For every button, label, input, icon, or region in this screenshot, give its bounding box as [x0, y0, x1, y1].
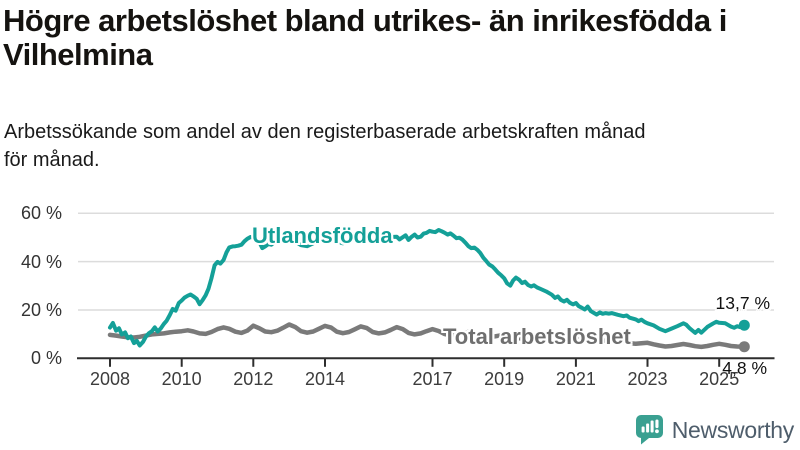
- chart-title-line1: Högre arbetslöshet bland utrikes- än inr…: [3, 3, 727, 38]
- x-axis-tick-label: 2012: [233, 369, 274, 389]
- x-axis-tick-label: 2014: [304, 369, 346, 389]
- line-total-arbetsloshet: [107, 322, 747, 350]
- x-axis-tick-label: 2021: [555, 369, 596, 389]
- end-dot-utlandsfodda: [738, 319, 750, 331]
- logo-bar-medium: [645, 423, 649, 433]
- x-axis-tick-label: 2019: [484, 369, 525, 389]
- chart-title-line2: Vilhelmina: [3, 37, 153, 72]
- end-dot-total-arbetsloshet: [738, 341, 750, 353]
- chart-subtitle-line2: för månad.: [4, 149, 100, 171]
- logo-bar-tall: [650, 420, 654, 433]
- logo-exclamation-bar: [655, 419, 659, 429]
- x-axis-tick-label: 2025: [699, 369, 740, 389]
- chart-title: Högre arbetslöshet bland utrikes- än inr…: [3, 4, 799, 72]
- x-axis-tick-label: 2008: [89, 369, 131, 389]
- newsworthy-logo-text: Newsworthy: [671, 416, 795, 443]
- logo-bar-small: [641, 426, 645, 433]
- y-axis-tick-label: 0 %: [30, 348, 62, 369]
- x-axis-tick-label: 2023: [627, 369, 668, 389]
- y-axis-tick-label: 40 %: [20, 251, 62, 272]
- series-label-utlandsfodda: Utlandsfödda: [252, 223, 393, 248]
- y-axis-tick-label: 60 %: [20, 203, 62, 224]
- series-label-total-arbetsloshet: Total arbetslöshet: [443, 324, 631, 349]
- logo-exclamation-dot: [654, 429, 659, 434]
- newsworthy-logo[interactable]: Newsworthy: [635, 414, 795, 446]
- x-axis-tick-label: 2010: [161, 369, 202, 389]
- end-value-label-utlandsfodda: 13,7 %: [715, 293, 770, 313]
- y-axis-tick-label: 20 %: [20, 299, 62, 320]
- end-value-label-total: 4,8 %: [722, 358, 767, 378]
- newsworthy-logo-icon: [635, 415, 663, 445]
- x-axis-tick-label: 2017: [412, 369, 453, 389]
- chart-subtitle: Arbetssökande som andel av den registerb…: [4, 118, 794, 174]
- chart-subtitle-line1: Arbetssökande som andel av den registerb…: [4, 121, 646, 143]
- line-utlandsfodda: [108, 228, 747, 348]
